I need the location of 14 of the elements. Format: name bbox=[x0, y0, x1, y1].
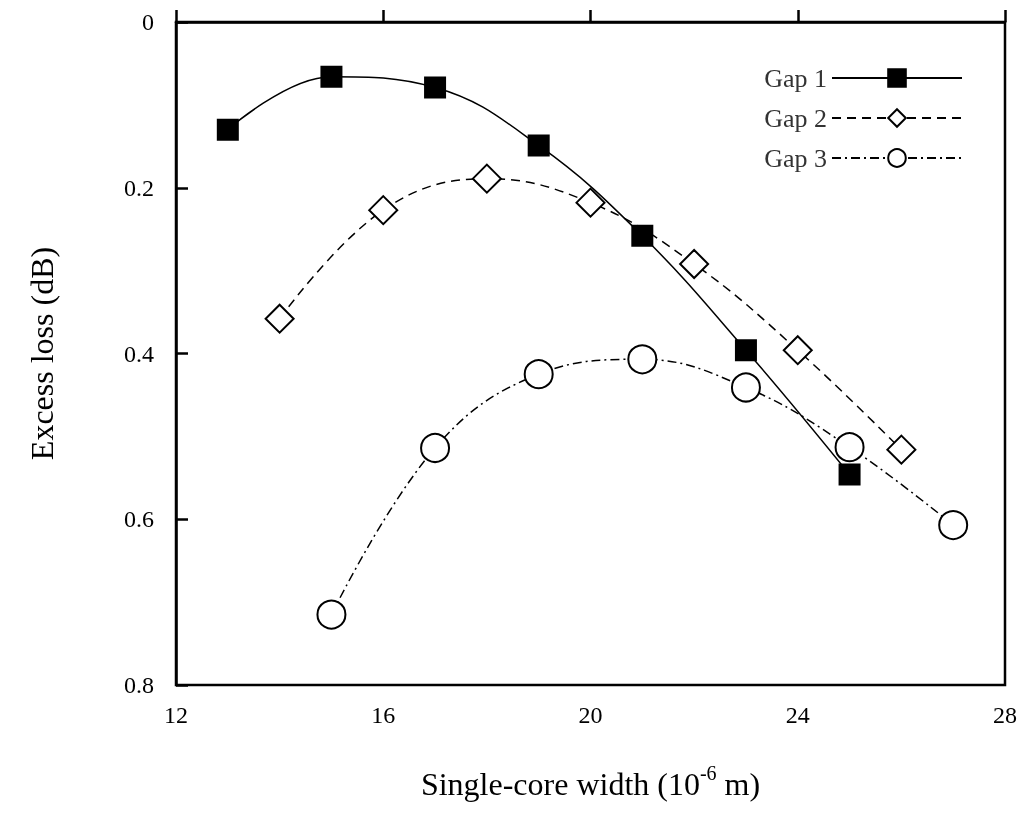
legend-label: Gap 3 bbox=[764, 143, 827, 173]
y-tick-label: 0.4 bbox=[124, 340, 154, 367]
y-tick-label: 0.6 bbox=[124, 506, 154, 533]
x-tick-label: 28 bbox=[993, 702, 1017, 728]
y-axis-title: Excess loss (dB) bbox=[24, 246, 60, 461]
y-tick-label: 0.8 bbox=[124, 672, 154, 698]
x-tick-label: 12 bbox=[164, 702, 188, 728]
y-tick-label: 0 bbox=[142, 9, 154, 35]
x-tick-label: 20 bbox=[578, 702, 603, 728]
x-tick-label: 24 bbox=[785, 702, 810, 728]
y-tick-label: 0.2 bbox=[124, 174, 154, 201]
legend-label: Gap 2 bbox=[764, 103, 827, 133]
legend-label: Gap 1 bbox=[764, 63, 827, 93]
x-tick-label: 16 bbox=[371, 702, 396, 728]
